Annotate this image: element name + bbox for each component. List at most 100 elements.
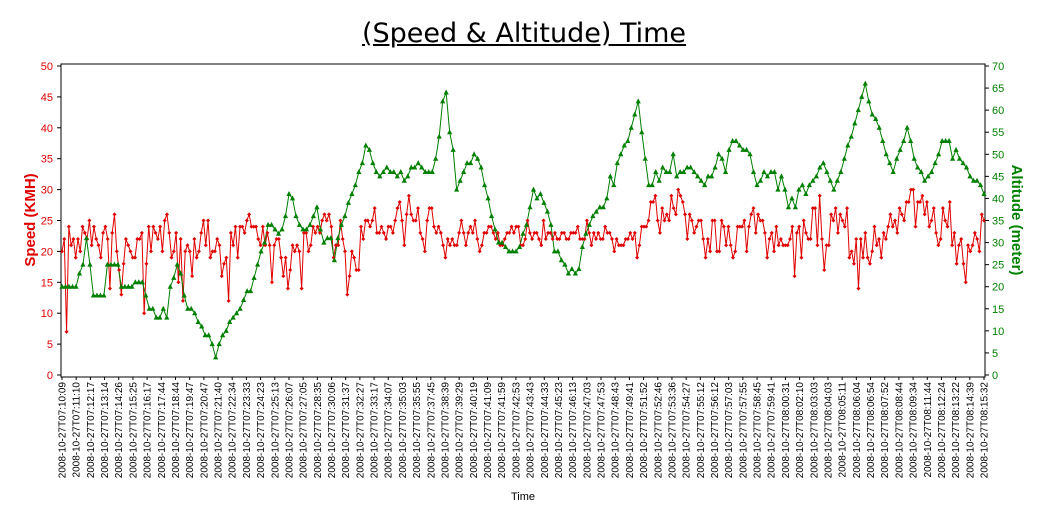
speed-point [135, 237, 140, 242]
speed-point [137, 237, 142, 242]
altitude-point [164, 314, 170, 320]
altitude-point [974, 177, 980, 183]
speed-point [174, 230, 179, 235]
x-tick-label: 2008-10-27T07:48:43 [611, 382, 622, 479]
speed-point [411, 218, 416, 223]
altitude-point [261, 239, 268, 245]
altitude-point [213, 354, 219, 360]
speed-point [646, 218, 651, 223]
altitude-point [178, 270, 184, 276]
speed-point [78, 249, 83, 254]
altitude-point [87, 261, 93, 267]
speed-point [171, 249, 176, 254]
speed-point [477, 249, 482, 254]
speed-point [158, 224, 163, 229]
altitude-point [817, 164, 823, 170]
speed-point [406, 193, 411, 198]
speed-point [258, 243, 263, 248]
speed-point [906, 199, 911, 204]
altitude-point [181, 292, 187, 298]
speed-point [573, 230, 578, 235]
speed-point [295, 243, 300, 248]
altitude-point [956, 155, 963, 161]
speed-point [203, 243, 208, 248]
x-axis-title: Time [511, 491, 535, 503]
speed-point [760, 218, 765, 223]
altitude-point [569, 266, 575, 272]
speed-point [598, 237, 603, 242]
speed-point [447, 243, 452, 248]
speed-point [532, 230, 537, 235]
speed-point [696, 218, 701, 223]
speed-point [877, 237, 882, 242]
speed-point [139, 230, 144, 235]
altitude-point [160, 305, 166, 311]
altitude-point [391, 168, 397, 174]
altitude-point [461, 168, 467, 174]
altitude-point [901, 138, 907, 144]
altitude-point [132, 279, 138, 285]
y-right-tick-label: 65 [992, 83, 1004, 95]
speed-point [418, 230, 423, 235]
speed-point [783, 243, 788, 248]
speed-point [557, 237, 562, 242]
y-left-tick-label: 30 [41, 185, 53, 197]
speed-point [431, 224, 436, 229]
altitude-point [468, 160, 474, 166]
speed-point [459, 218, 464, 223]
speed-point [662, 218, 667, 223]
speed-point [390, 230, 395, 235]
speed-point [680, 199, 685, 204]
speed-point [493, 237, 498, 242]
altitude-point [688, 164, 694, 170]
altitude-point [380, 168, 386, 174]
speed-point [653, 193, 658, 198]
speed-point [144, 261, 149, 266]
speed-point [514, 224, 519, 229]
speed-point [934, 230, 939, 235]
x-tick-label: 2008-10-27T07:23:33 [242, 382, 253, 479]
altitude-point [949, 155, 956, 161]
altitude-point [153, 314, 159, 320]
altitude-point [534, 195, 540, 201]
speed-point [610, 237, 615, 242]
speed-point [902, 218, 907, 223]
x-tick-label: 2008-10-27T08:06:54 [866, 382, 877, 479]
speed-point [128, 249, 133, 254]
speed-point [251, 224, 256, 229]
speed-point [96, 243, 101, 248]
speed-point [966, 243, 971, 248]
altitude-point [527, 204, 533, 210]
altitude-point [604, 195, 610, 201]
speed-point [929, 218, 934, 223]
speed-point [338, 218, 343, 223]
speed-point [436, 224, 441, 229]
speed-point [865, 255, 870, 260]
altitude-point [848, 133, 854, 139]
speed-point [69, 243, 74, 248]
speed-point [589, 243, 594, 248]
altitude-point [792, 204, 799, 210]
speed-point [584, 218, 589, 223]
speed-point [110, 230, 115, 235]
speed-point [721, 224, 726, 229]
speed-point [600, 237, 605, 242]
speed-point [525, 218, 530, 223]
altitude-point [272, 226, 278, 232]
altitude-point [761, 168, 767, 174]
x-tick-label: 2008-10-27T07:52:46 [653, 382, 664, 479]
altitude-point [778, 173, 785, 179]
speed-point [178, 237, 183, 242]
speed-point [523, 237, 528, 242]
speed-point [527, 230, 532, 235]
speed-point [717, 249, 722, 254]
x-tick-label: 2008-10-27T07:22:34 [228, 382, 239, 479]
speed-point [753, 230, 758, 235]
speed-point [466, 230, 471, 235]
speed-point [489, 224, 494, 229]
speed-point [938, 237, 943, 242]
altitude-point [908, 138, 914, 144]
altitude-point [450, 146, 456, 152]
x-tick-label: 2008-10-27T08:07:52 [880, 382, 891, 479]
y-right-tick-label: 15 [992, 304, 1004, 316]
